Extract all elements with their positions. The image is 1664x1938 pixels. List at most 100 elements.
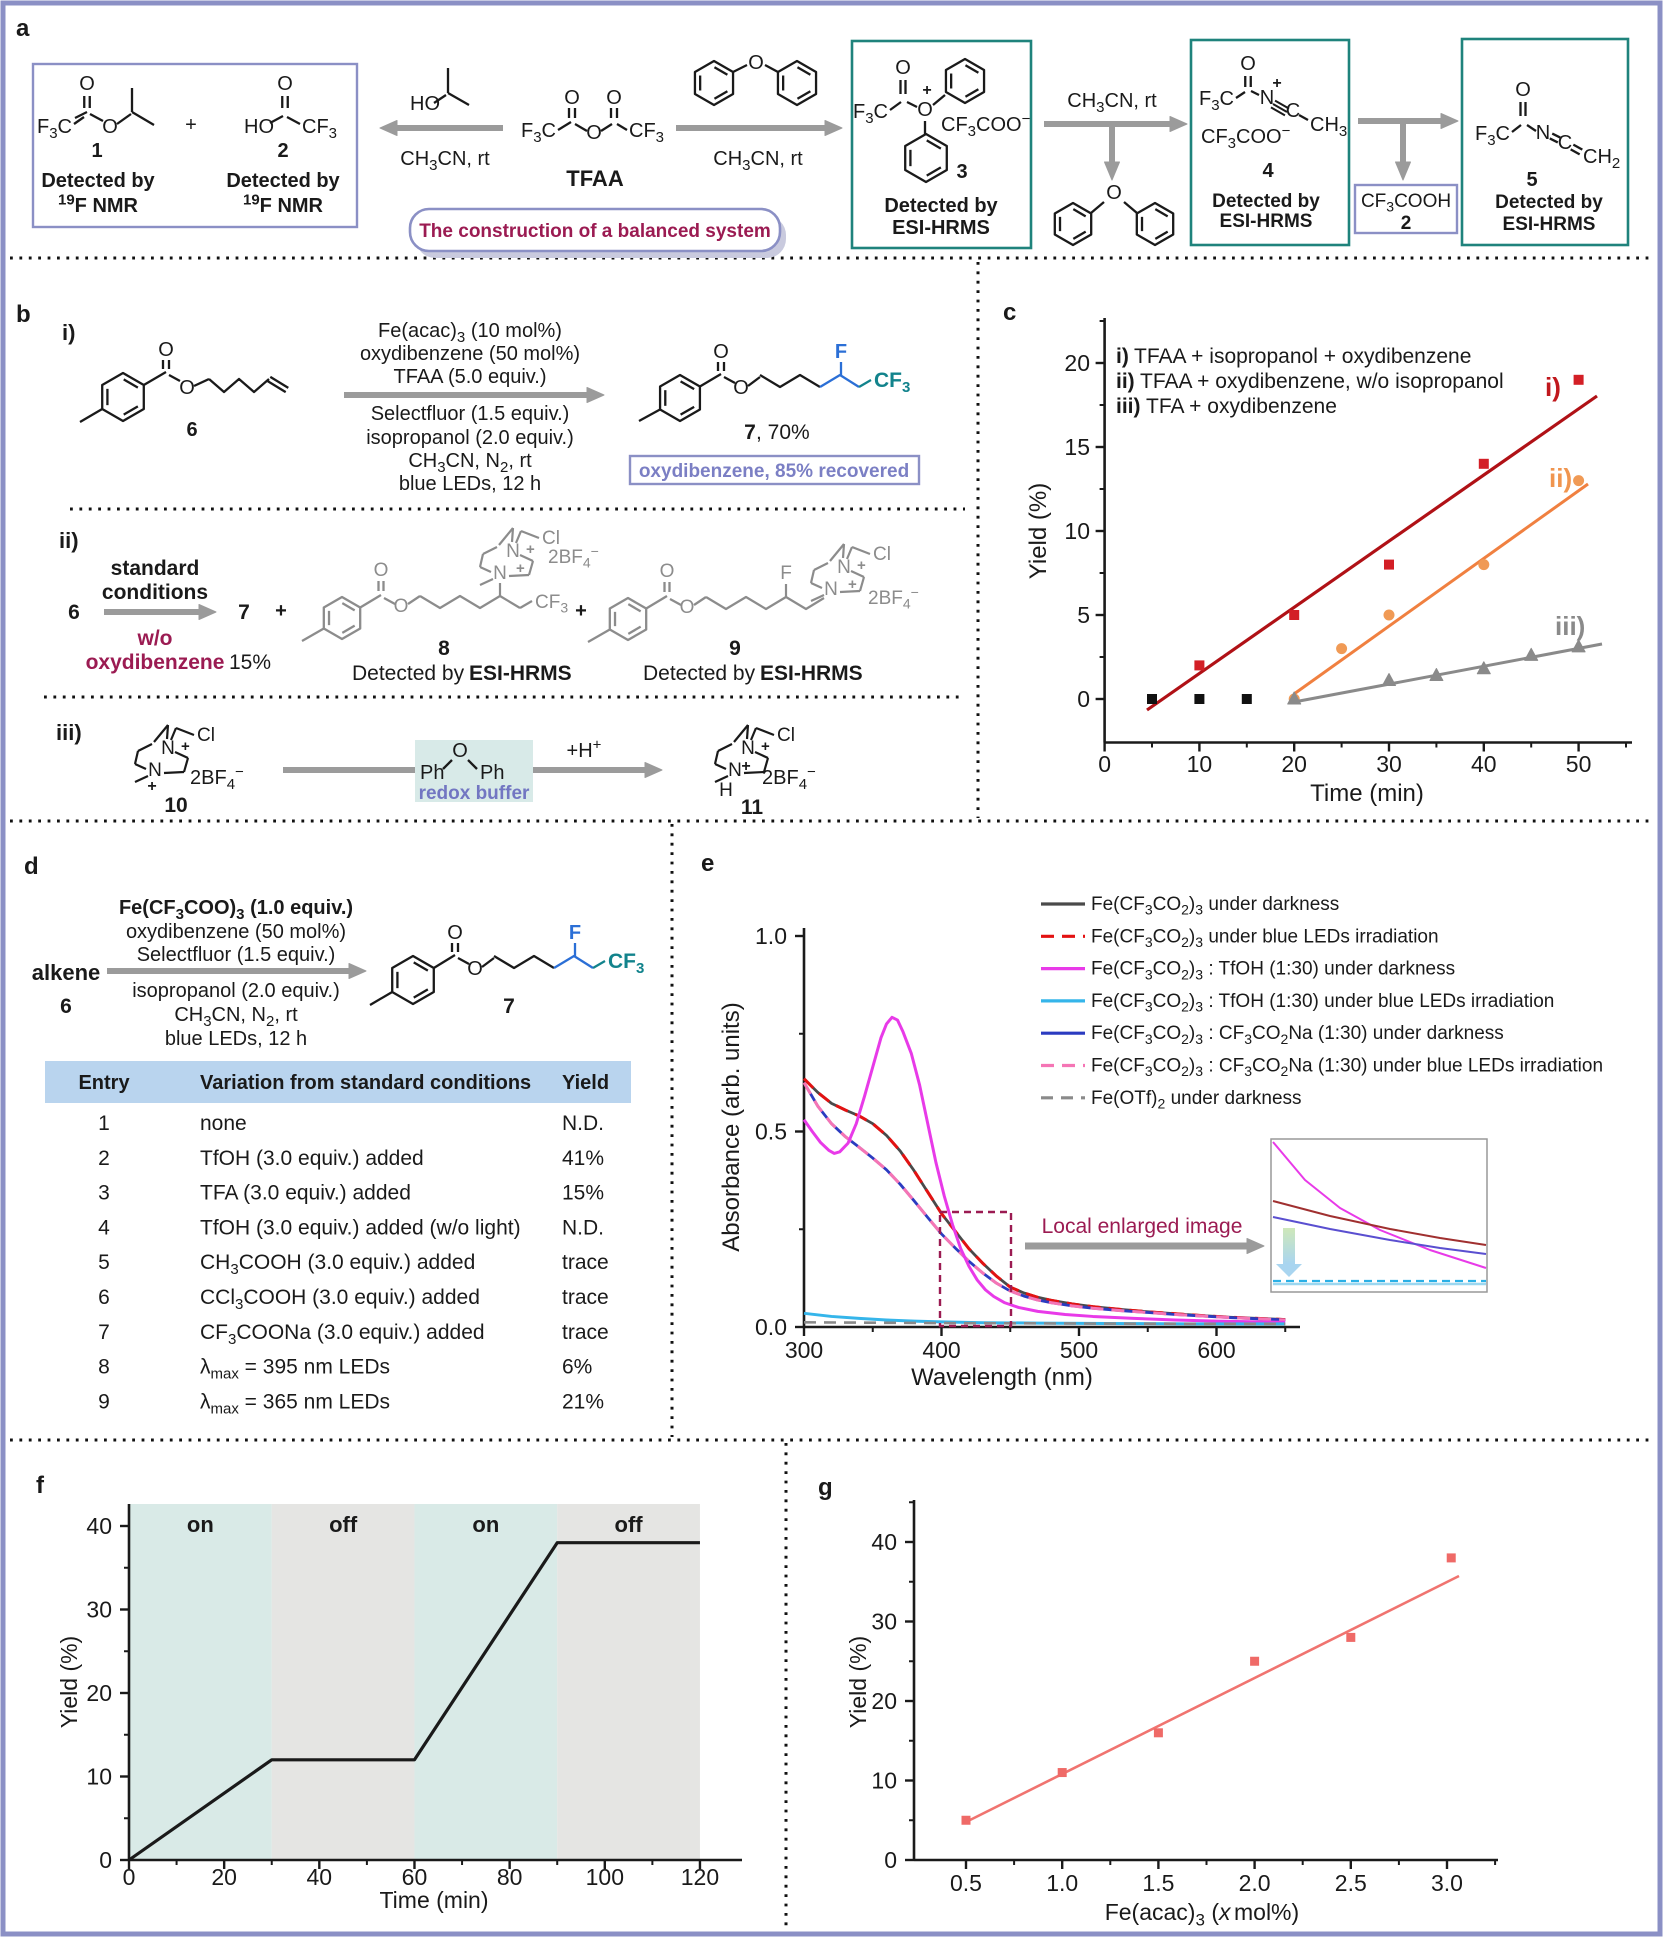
svg-text:ii): ii) <box>1549 463 1572 493</box>
svg-text:2BF4​−​: 2BF4​−​ <box>762 763 816 792</box>
svg-text:ESI-HRMS: ESI-HRMS <box>760 662 863 685</box>
svg-text:CF3​COO−​: CF3​COO−​ <box>941 110 1031 139</box>
svg-text:6: 6 <box>186 419 197 441</box>
svg-text:Cl: Cl <box>777 725 795 746</box>
svg-text:ii): ii) <box>1116 370 1135 393</box>
svg-text:i): i) <box>1545 372 1561 402</box>
svg-text:ESI-HRMS: ESI-HRMS <box>469 662 572 685</box>
svg-text:+: + <box>275 600 287 622</box>
svg-text:0: 0 <box>1077 686 1090 712</box>
svg-text:100: 100 <box>586 1864 624 1890</box>
svg-text:none: none <box>200 1112 247 1135</box>
svg-text:Detected by: Detected by <box>643 662 756 685</box>
svg-text:O: O <box>713 341 729 363</box>
svg-text:O: O <box>1240 53 1256 75</box>
svg-text:O: O <box>895 57 911 79</box>
svg-text:x: x <box>1218 1899 1232 1925</box>
svg-text:+: + <box>526 541 535 558</box>
svg-text:11: 11 <box>741 796 764 819</box>
svg-text:The construction of a balanced: The construction of a balanced system <box>419 221 771 242</box>
svg-text:ii): ii) <box>59 528 79 553</box>
svg-text:Cl: Cl <box>873 544 891 565</box>
svg-text:N.D.: N.D. <box>562 1216 604 1239</box>
svg-text:, 70%: , 70% <box>756 421 810 444</box>
svg-text:i): i) <box>1116 345 1129 368</box>
svg-text:Selectfluor (1.5 equiv.): Selectfluor (1.5 equiv.) <box>137 944 336 966</box>
svg-text:6: 6 <box>98 1286 110 1309</box>
svg-text:9: 9 <box>98 1390 110 1413</box>
svg-text:+: + <box>761 738 770 755</box>
svg-text:F: F <box>835 341 847 363</box>
svg-text:+: + <box>848 576 857 593</box>
svg-text:Detected by: Detected by <box>1495 192 1603 213</box>
svg-text:TFAA + isopropanol + oxydibenz: TFAA + isopropanol + oxydibenzene <box>1134 345 1471 368</box>
svg-text:1.0: 1.0 <box>1046 1870 1078 1896</box>
svg-text:CF3​: CF3​ <box>535 592 568 616</box>
svg-text:N: N <box>1260 87 1274 109</box>
svg-text:O: O <box>917 99 933 121</box>
svg-text:iii): iii) <box>1555 611 1585 641</box>
svg-text:20: 20 <box>871 1688 897 1714</box>
svg-text:+: + <box>857 557 866 574</box>
svg-text:N: N <box>1536 122 1550 144</box>
svg-text:9: 9 <box>729 637 741 660</box>
svg-text:O: O <box>394 596 409 617</box>
svg-text:Yield: Yield <box>562 1072 609 1094</box>
svg-text:5: 5 <box>1526 169 1537 191</box>
svg-text:41%: 41% <box>562 1147 604 1170</box>
svg-text:50: 50 <box>1566 751 1592 777</box>
svg-text:19​F NMR: 19​F NMR <box>58 191 139 217</box>
svg-text:8: 8 <box>98 1356 110 1379</box>
svg-text:C: C <box>1286 100 1300 122</box>
svg-text:O: O <box>277 73 293 95</box>
svg-text:20: 20 <box>1064 350 1090 376</box>
svg-text:C: C <box>1558 132 1572 154</box>
svg-text:2: 2 <box>1401 213 1412 234</box>
svg-text:5: 5 <box>98 1251 110 1274</box>
svg-text:0: 0 <box>1098 751 1111 777</box>
svg-text:Fe(OTf)2​ under darkness: Fe(OTf)2​ under darkness <box>1091 1088 1302 1112</box>
svg-text:4: 4 <box>98 1216 110 1239</box>
svg-text:TFA + oxydibenzene: TFA + oxydibenzene <box>1146 395 1337 418</box>
svg-text:O: O <box>660 561 675 582</box>
svg-text:ESI-HRMS: ESI-HRMS <box>1503 214 1596 235</box>
svg-text:TFAA + oxydibenzene, w/o isopr: TFAA + oxydibenzene, w/o isopropanol <box>1140 370 1504 393</box>
svg-text:1: 1 <box>98 1112 110 1135</box>
svg-text:O: O <box>374 560 389 581</box>
svg-text:CH3​CN, N2​, rt: CH3​CN, N2​, rt <box>408 450 532 476</box>
svg-text:400: 400 <box>922 1337 960 1363</box>
svg-text:N: N <box>837 557 851 578</box>
svg-text:CCl3​COOH (3.0 equiv.) added: CCl3​COOH (3.0 equiv.) added <box>200 1286 480 1313</box>
svg-text:off: off <box>329 1512 358 1537</box>
svg-text:HO: HO <box>244 116 274 138</box>
svg-text:CF3​COO−​: CF3​COO−​ <box>1201 122 1291 151</box>
svg-text:Time (min): Time (min) <box>1310 780 1424 807</box>
svg-text:Yield (%): Yield (%) <box>56 1636 82 1728</box>
svg-text:N: N <box>161 738 175 759</box>
svg-text:O: O <box>447 922 463 944</box>
svg-text:Yield (%): Yield (%) <box>1025 483 1052 579</box>
svg-text:Fe(acac)3​ (10 mol%): Fe(acac)3​ (10 mol%) <box>378 320 562 346</box>
svg-text:+: + <box>185 114 197 136</box>
svg-text:ESI-HRMS: ESI-HRMS <box>892 217 990 239</box>
svg-text:Selectfluor (1.5 equiv.): Selectfluor (1.5 equiv.) <box>371 403 570 425</box>
svg-text:O: O <box>733 377 749 399</box>
svg-text:Detected by: Detected by <box>352 662 465 685</box>
svg-text:Ph: Ph <box>480 762 504 784</box>
svg-text:ESI-HRMS: ESI-HRMS <box>1220 211 1313 232</box>
svg-text:Cl: Cl <box>542 528 560 549</box>
svg-text:40: 40 <box>307 1864 333 1890</box>
svg-text:N: N <box>741 738 755 759</box>
svg-text:2BF4​−​: 2BF4​−​ <box>190 763 244 792</box>
svg-text:trace: trace <box>562 1286 609 1309</box>
svg-text:2BF4​−​: 2BF4​−​ <box>868 584 919 612</box>
svg-text:300: 300 <box>785 1337 823 1363</box>
svg-text:O: O <box>564 87 580 109</box>
svg-text:60: 60 <box>402 1864 428 1890</box>
svg-text:Ph: Ph <box>420 762 444 784</box>
svg-text:0: 0 <box>884 1847 897 1873</box>
svg-text:Detected by: Detected by <box>1212 191 1320 212</box>
svg-text:0: 0 <box>99 1847 112 1873</box>
svg-text:Cl: Cl <box>197 725 215 746</box>
svg-text:standard: standard <box>111 557 200 580</box>
